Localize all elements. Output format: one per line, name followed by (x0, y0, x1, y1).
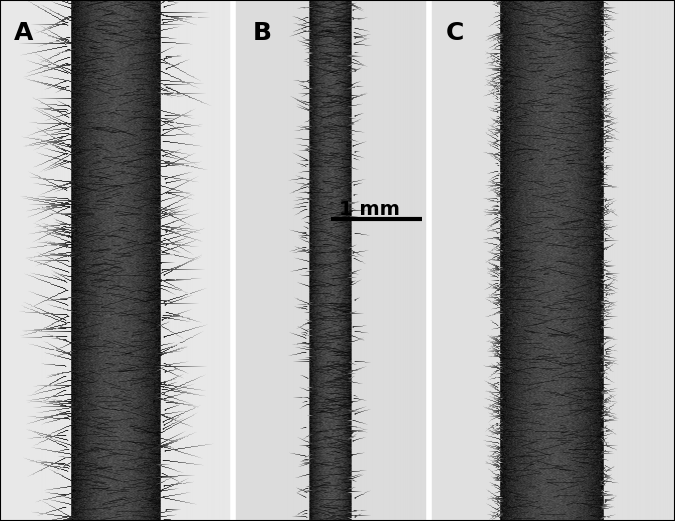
Text: B: B (253, 21, 272, 45)
Text: C: C (446, 21, 464, 45)
Text: 1 mm: 1 mm (339, 200, 400, 219)
Text: A: A (14, 21, 33, 45)
